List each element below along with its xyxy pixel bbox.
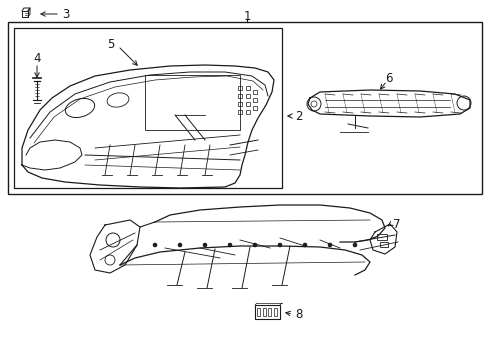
Text: 3: 3 <box>62 8 70 21</box>
Bar <box>238 110 242 114</box>
Bar <box>253 98 257 102</box>
Circle shape <box>153 243 157 247</box>
Text: 6: 6 <box>385 72 392 85</box>
Bar <box>8 22 482 194</box>
Bar <box>253 106 257 110</box>
Bar <box>273 308 276 316</box>
Circle shape <box>253 243 257 247</box>
Circle shape <box>328 243 332 247</box>
Bar <box>246 102 250 106</box>
Bar <box>246 110 250 114</box>
Bar <box>380 242 388 247</box>
Text: 8: 8 <box>295 307 302 320</box>
Bar <box>268 308 271 316</box>
Circle shape <box>353 243 357 247</box>
Bar <box>145 75 240 130</box>
Bar <box>255 305 280 319</box>
Circle shape <box>178 243 182 247</box>
Bar <box>246 94 250 98</box>
Text: 7: 7 <box>393 217 400 230</box>
Bar <box>238 86 242 90</box>
Text: 4: 4 <box>33 51 41 64</box>
Bar <box>238 102 242 106</box>
Text: 5: 5 <box>107 37 114 50</box>
Bar <box>246 86 250 90</box>
Bar <box>257 308 260 316</box>
Bar <box>14 28 282 188</box>
Circle shape <box>303 243 307 247</box>
Bar <box>238 94 242 98</box>
Bar <box>253 90 257 94</box>
Circle shape <box>278 243 282 247</box>
Bar <box>263 308 266 316</box>
Text: 1: 1 <box>243 9 251 22</box>
Bar <box>377 234 387 240</box>
Circle shape <box>203 243 207 247</box>
Circle shape <box>228 243 232 247</box>
Text: 2: 2 <box>295 109 302 122</box>
